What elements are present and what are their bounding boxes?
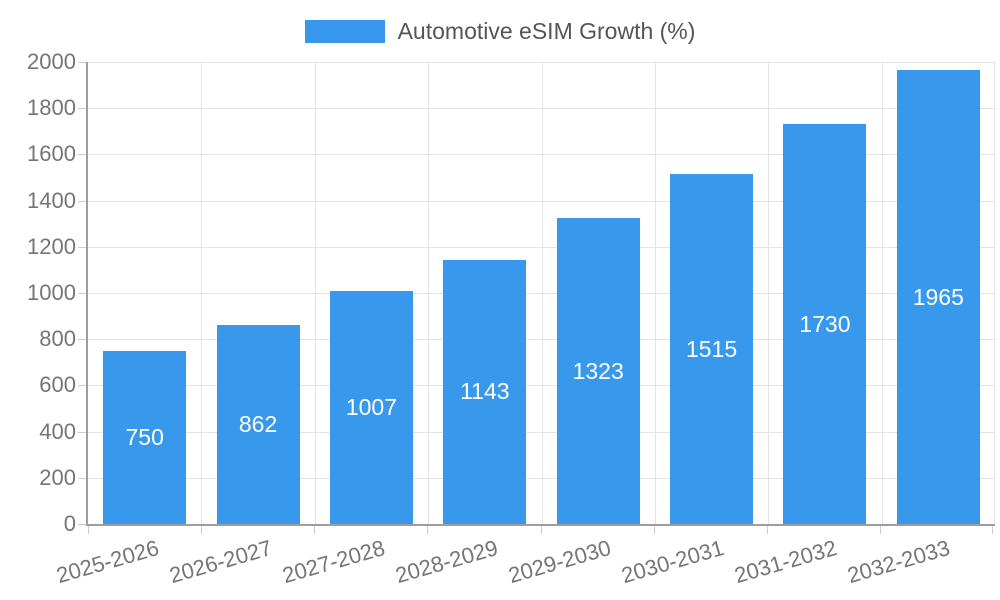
y-axis-label: 400: [39, 418, 76, 444]
bar: 1965: [896, 70, 980, 524]
bar: 1323: [556, 218, 640, 524]
legend: Automotive eSIM Growth (%): [0, 18, 1000, 45]
legend-label: Automotive eSIM Growth (%): [397, 18, 696, 44]
y-axis-label: 1000: [27, 280, 76, 305]
bar-value-label: 1323: [572, 357, 624, 384]
y-axis-tick: [78, 339, 86, 341]
x-axis-tick: [540, 526, 542, 534]
bar: 1143: [443, 259, 527, 524]
y-axis-tick: [78, 200, 86, 202]
x-axis-tick: [88, 526, 89, 534]
bar-value-label: 1730: [799, 310, 851, 337]
x-axis-tick: [992, 526, 993, 534]
y-axis-label: 1400: [27, 187, 76, 213]
y-axis-tick: [78, 385, 86, 387]
y-axis-label: 2000: [27, 49, 76, 74]
bar: 1730: [783, 124, 867, 524]
v-gridline: [881, 62, 883, 524]
bar-value-label: 1965: [912, 283, 964, 310]
bar-value-label: 1515: [685, 335, 738, 362]
x-axis-tick: [314, 526, 316, 534]
y-axis-tick: [78, 431, 86, 433]
y-axis-label: 1800: [27, 95, 76, 121]
v-gridline: [201, 62, 203, 524]
x-axis-tick: [653, 526, 655, 534]
bar-value-label: 750: [125, 423, 164, 450]
y-axis-tick: [78, 477, 86, 479]
y-axis-label: 1600: [27, 141, 76, 167]
y-axis-tick: [78, 246, 86, 248]
bar-value-label: 1007: [345, 394, 398, 421]
y-axis-label: 800: [39, 326, 76, 352]
y-axis-tick: [78, 62, 86, 63]
v-gridline: [428, 62, 430, 524]
y-axis-tick: [78, 154, 86, 156]
bar-value-label: 862: [238, 410, 278, 437]
v-gridline: [541, 62, 543, 524]
y-axis-label: 600: [39, 372, 76, 398]
v-gridline: [314, 62, 316, 524]
x-axis-tick: [766, 526, 768, 534]
x-axis-tick: [427, 526, 429, 534]
x-axis-tick: [879, 526, 881, 534]
y-axis-tick: [78, 524, 86, 525]
legend-swatch: [304, 20, 385, 43]
v-gridline: [994, 62, 995, 524]
y-axis-tick: [78, 293, 86, 294]
y-axis-tick: [78, 108, 86, 110]
bar-value-label: 1143: [460, 378, 510, 405]
bar: 862: [216, 324, 300, 524]
y-axis-label: 0: [63, 511, 76, 536]
plot-area: 750 862 1007 1143 1323 1515 1730 1965: [86, 62, 995, 526]
bar: 1515: [670, 174, 754, 524]
bar: 750: [103, 350, 187, 524]
bar: 1007: [329, 291, 413, 524]
y-axis-label: 200: [39, 464, 76, 490]
v-gridline: [654, 62, 656, 524]
y-axis-label: 1200: [27, 233, 76, 259]
v-gridline: [768, 62, 770, 524]
x-axis-tick: [201, 526, 203, 534]
